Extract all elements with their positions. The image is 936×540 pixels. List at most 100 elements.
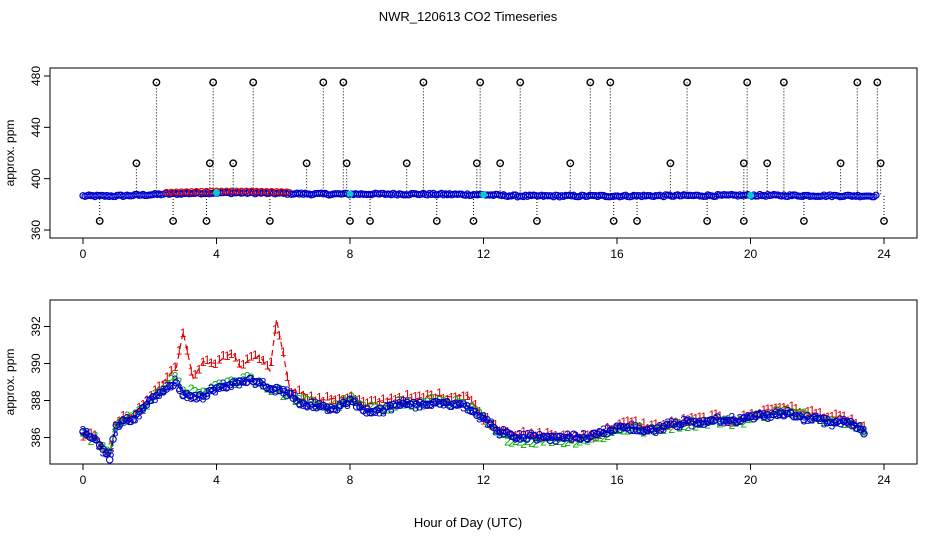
bottom-series-3-marker: 3 <box>568 432 575 446</box>
top-plot-frame <box>49 67 918 239</box>
bottom-series-3-marker: 3 <box>336 398 343 412</box>
bottom-series-1-marker: 1 <box>196 363 203 377</box>
bottom-series-1-marker: 1 <box>472 398 479 412</box>
bottom-series-3-marker: 3 <box>744 410 751 424</box>
bottom-series-1-marker: 1 <box>212 357 219 371</box>
bottom-series-3-circle <box>149 393 157 401</box>
bottom-series-3-circle <box>329 405 338 413</box>
top-highlight-point <box>213 189 220 197</box>
bottom-series-2-marker: 2 <box>396 394 403 408</box>
bottom-series-3-circle <box>479 414 488 423</box>
top-flag-low-point <box>800 217 808 225</box>
bottom-series-2-marker: 2 <box>332 398 339 412</box>
bottom-series-3-circle <box>599 429 608 438</box>
bottom-series-2-marker: 2 <box>612 423 619 437</box>
bottom-series-1-marker: 1 <box>676 417 683 431</box>
bottom-series-2-marker: 2 <box>773 403 780 417</box>
bottom-series-1-marker: 1 <box>308 389 315 403</box>
bottom-series-1-marker: 1 <box>328 393 335 407</box>
bottom-series-3-marker: 3 <box>164 380 171 394</box>
bottom-series-3-circle <box>219 383 227 392</box>
bottom-series-3-circle <box>526 432 534 440</box>
bottom-series-2-marker: 2 <box>124 409 131 423</box>
bottom-series-3-marker: 3 <box>773 406 780 420</box>
bottom-series-3-circle <box>816 414 825 423</box>
bottom-series-1-marker: 1 <box>216 352 223 366</box>
bottom-series-3-circle <box>92 436 101 444</box>
top-x-tick-label: 12 <box>477 247 491 261</box>
bottom-series-1-marker: 1 <box>260 353 267 367</box>
bottom-series-2-marker: 2 <box>516 434 523 448</box>
bottom-series-2-marker: 2 <box>532 436 539 450</box>
bottom-series-3-marker: 3 <box>112 425 119 439</box>
bottom-series-2-marker: 2 <box>468 400 475 414</box>
top-flag-high-point <box>419 78 428 87</box>
bottom-series-1-marker: 1 <box>841 409 848 423</box>
bottom-series-3-circle <box>619 423 628 431</box>
bottom-series-1-marker: 1 <box>148 388 155 402</box>
bottom-series-2-marker: 2 <box>352 394 359 408</box>
bottom-series-3-circle <box>262 383 271 392</box>
bottom-series-3: 3333333333333333333333333333333333333333… <box>79 373 868 464</box>
bottom-series-3-marker: 3 <box>332 402 339 416</box>
bottom-series-2-marker: 2 <box>564 435 571 449</box>
bottom-series-1-marker: 1 <box>116 414 123 428</box>
bottom-series-3-circle <box>753 410 761 419</box>
bottom-series-1-marker: 1 <box>204 353 211 367</box>
bottom-series-1-marker: 1 <box>452 390 459 404</box>
bottom-series-1-marker: 1 <box>484 411 491 425</box>
bottom-series-2-marker: 2 <box>688 414 695 428</box>
bottom-series-3-marker: 3 <box>712 412 719 426</box>
bottom-series-1-marker: 1 <box>612 420 619 434</box>
bottom-series-3-circle <box>666 420 675 429</box>
bottom-series-1-marker: 1 <box>648 418 655 432</box>
bottom-series-1-marker: 1 <box>364 396 371 410</box>
bottom-series-3-circle <box>102 450 111 458</box>
bottom-series-1-marker: 1 <box>825 410 832 424</box>
bottom-series-3-circle <box>202 392 211 400</box>
bottom-series-3-circle <box>402 400 411 409</box>
bottom-series-3-marker: 3 <box>652 425 659 439</box>
top-red-point <box>167 188 176 196</box>
bottom-series-1-marker: 1 <box>120 409 127 423</box>
bottom-series-2-marker: 2 <box>652 423 659 437</box>
bottom-x-tick-label: 12 <box>477 473 491 487</box>
bottom-series-3-circle <box>129 415 137 424</box>
bottom-series-3-circle <box>85 433 94 441</box>
bottom-x-tick-label: 0 <box>80 473 87 487</box>
bottom-series-1-marker: 1 <box>785 402 792 416</box>
top-flag-low-point <box>469 217 478 225</box>
bottom-series-3-circle <box>279 385 287 394</box>
bottom-series-2-marker: 2 <box>801 406 808 420</box>
bottom-series-1-marker: 1 <box>680 412 687 426</box>
bottom-series-1-marker: 1 <box>512 429 519 443</box>
bottom-series-2-marker: 2 <box>708 414 715 428</box>
bottom-series-3-circle <box>276 386 284 395</box>
top-flag-low-point <box>169 217 178 225</box>
top-red-point <box>247 187 256 195</box>
bottom-series-3-circle <box>509 433 518 441</box>
bottom-series-3-marker: 3 <box>720 416 727 430</box>
bottom-series-1-marker: 1 <box>316 391 323 405</box>
bottom-series-1-marker: 1 <box>464 389 471 403</box>
bottom-series-3-marker: 3 <box>508 429 515 443</box>
top-highlight-point <box>480 191 487 199</box>
bottom-series-2-marker: 2 <box>748 412 755 426</box>
top-red-point <box>262 187 271 196</box>
bottom-series-1-marker: 1 <box>372 394 379 408</box>
bottom-series-1-marker: 1 <box>700 410 707 424</box>
bottom-series-3-marker: 3 <box>104 446 111 460</box>
bottom-series-3-marker: 3 <box>292 390 299 404</box>
bottom-series-3-circle <box>456 400 464 408</box>
bottom-series-3-marker: 3 <box>400 394 407 408</box>
bottom-series-1-marker: 1 <box>544 425 551 439</box>
bottom-series-1-marker: 1 <box>628 415 635 429</box>
bottom-x-tick-label: 20 <box>744 473 758 487</box>
bottom-series-1-marker: 1 <box>232 350 239 364</box>
bottom-series-2-marker: 2 <box>624 423 631 437</box>
bottom-series-1-marker: 1 <box>520 424 527 438</box>
bottom-series-3-circle <box>302 402 311 410</box>
top-red-point <box>227 187 236 195</box>
bottom-series-1-marker: 1 <box>829 410 836 424</box>
bottom-series-1-marker: 1 <box>456 391 463 405</box>
